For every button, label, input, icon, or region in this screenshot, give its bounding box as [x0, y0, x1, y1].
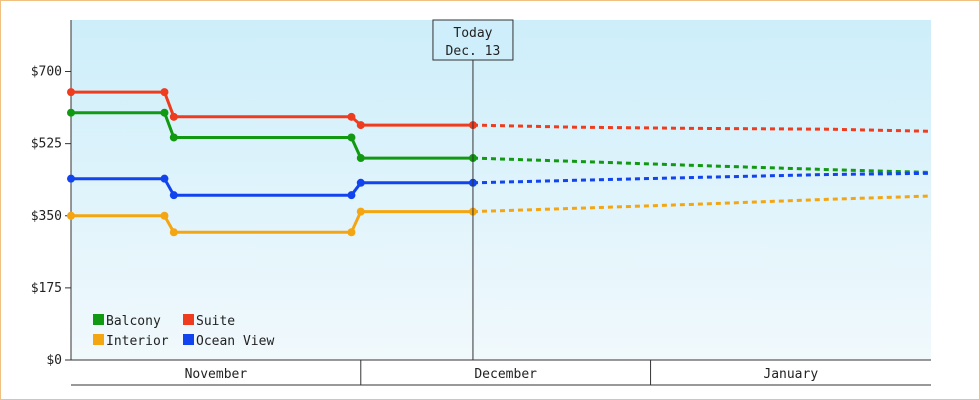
data-point-ocean-view[interactable] [356, 178, 365, 187]
y-tick-label: $175 [31, 281, 62, 296]
data-point-ocean-view[interactable] [160, 174, 169, 183]
legend-item-balcony[interactable]: Balcony [93, 314, 161, 329]
series-line-interior [71, 210, 473, 234]
series-line-ocean-view [71, 177, 473, 197]
data-point-suite[interactable] [160, 88, 169, 97]
data-point-suite[interactable] [347, 112, 356, 121]
x-month-label: December [474, 367, 537, 382]
y-tick-label: $525 [31, 137, 62, 152]
y-tick-label: $350 [31, 209, 62, 224]
data-point-ocean-view[interactable] [347, 191, 356, 200]
series-balcony [67, 108, 932, 174]
series-line-suite [71, 90, 473, 127]
series-forecast-line-suite [472, 123, 932, 133]
data-point-suite[interactable] [356, 121, 365, 130]
data-point-balcony[interactable] [67, 108, 75, 117]
series-interior [67, 194, 932, 237]
legend-item-suite[interactable]: Suite [183, 314, 235, 329]
data-point-interior[interactable] [67, 211, 75, 220]
today-date-label: Dec. 13 [446, 44, 501, 59]
legend-swatch [93, 314, 104, 325]
legend-swatch [183, 334, 194, 345]
series-ocean-view [67, 171, 932, 200]
series-line-balcony [71, 111, 473, 160]
data-point-balcony[interactable] [356, 154, 365, 163]
x-month-label: November [185, 367, 248, 382]
y-tick-label: $700 [31, 65, 62, 80]
data-point-ocean-view[interactable] [169, 191, 178, 200]
legend-swatch [93, 334, 104, 345]
data-point-interior[interactable] [356, 207, 365, 216]
y-tick-label: $0 [46, 353, 62, 368]
series-forecast-line-interior [472, 194, 932, 214]
data-point-ocean-view[interactable] [67, 174, 75, 183]
today-label-box [432, 19, 514, 61]
data-point-balcony[interactable] [169, 133, 178, 142]
data-point-interior[interactable] [169, 228, 178, 237]
legend-label: Ocean View [196, 334, 274, 349]
x-month-label: January [763, 367, 818, 382]
series-suite [67, 88, 932, 133]
legend-label: Balcony [106, 314, 161, 329]
legend-label: Interior [106, 334, 169, 349]
data-point-interior[interactable] [160, 211, 169, 220]
plot-area [71, 20, 931, 360]
today-label: Today [453, 26, 492, 41]
legend-item-ocean-view[interactable]: Ocean View [183, 334, 274, 349]
data-point-balcony[interactable] [160, 108, 169, 117]
data-point-suite[interactable] [67, 88, 75, 97]
data-point-interior[interactable] [347, 228, 356, 237]
data-point-balcony[interactable] [347, 133, 356, 142]
series-forecast-line-balcony [472, 156, 932, 174]
data-point-suite[interactable] [169, 112, 178, 121]
legend-swatch [183, 314, 194, 325]
series-forecast-line-ocean-view [472, 171, 932, 185]
legend-item-interior[interactable]: Interior [93, 334, 169, 349]
legend-label: Suite [196, 314, 235, 329]
